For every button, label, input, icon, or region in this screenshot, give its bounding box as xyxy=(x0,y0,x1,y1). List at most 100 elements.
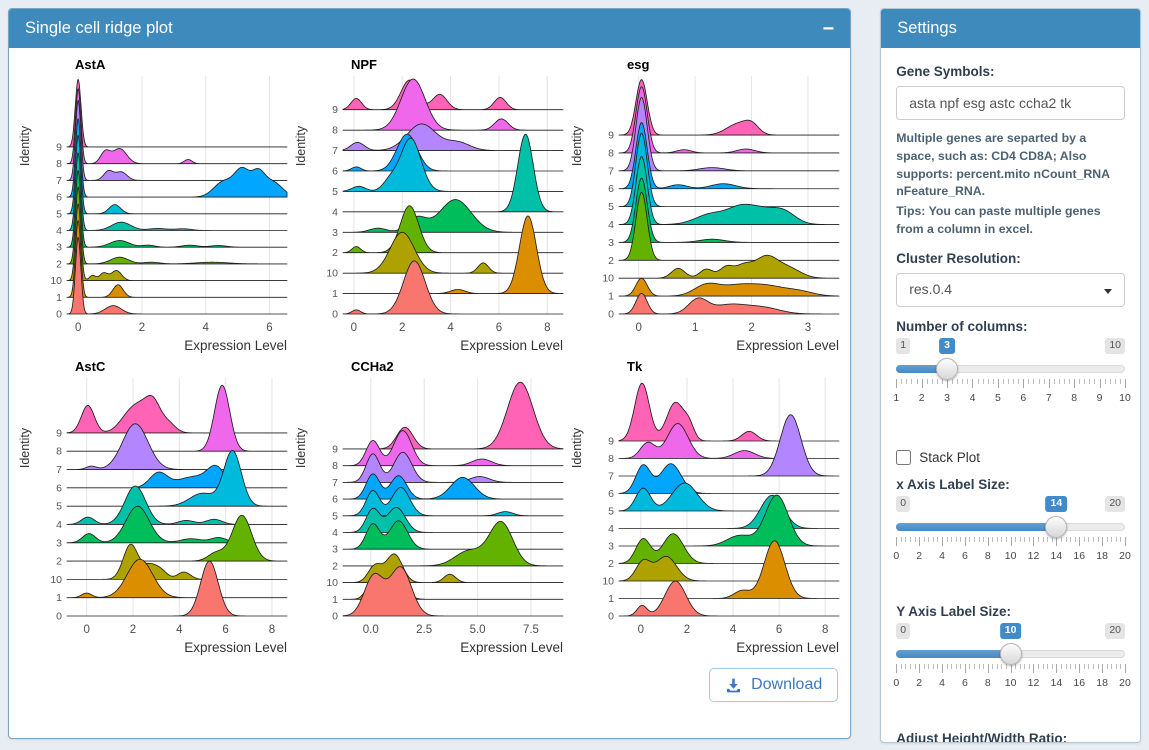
slider-minor-tick xyxy=(1042,536,1044,542)
svg-text:10: 10 xyxy=(602,576,614,588)
slider-minor-tick xyxy=(1083,663,1085,669)
slider-tick xyxy=(896,536,898,546)
svg-text:Identity: Identity xyxy=(18,125,32,166)
slider-tick-label: 12 xyxy=(1027,549,1040,562)
svg-text:4: 4 xyxy=(56,519,62,531)
svg-text:0: 0 xyxy=(638,624,644,636)
slider-minor-tick xyxy=(1060,663,1062,669)
cluster-resolution-label: Cluster Resolution: xyxy=(896,250,1021,266)
slider-minor-tick xyxy=(1106,536,1108,542)
svg-text:5: 5 xyxy=(332,186,338,198)
slider-min-badge: 0 xyxy=(896,495,911,512)
svg-text:10: 10 xyxy=(602,273,614,285)
svg-text:0: 0 xyxy=(636,322,642,334)
slider-minor-tick xyxy=(967,378,969,384)
slider-minor-tick xyxy=(905,663,907,669)
slider-minor-tick xyxy=(1047,536,1049,542)
slider-tick-label: 6 xyxy=(1020,391,1027,404)
slider-tick xyxy=(919,536,921,546)
slider-minor-tick xyxy=(951,536,953,542)
slider-minor-tick xyxy=(1115,536,1117,542)
slider-minor-tick xyxy=(977,378,979,384)
slider-minor-tick xyxy=(1042,663,1044,669)
slider-tick-label: 0 xyxy=(893,549,900,562)
svg-text:10: 10 xyxy=(50,275,62,287)
svg-text:3: 3 xyxy=(332,544,338,556)
svg-text:7.5: 7.5 xyxy=(523,624,539,636)
slider-minor-tick xyxy=(1092,536,1094,542)
slider-minor-tick xyxy=(911,378,913,384)
svg-text:9: 9 xyxy=(56,427,62,439)
slider-minor-tick xyxy=(916,378,918,384)
svg-text:6: 6 xyxy=(56,482,62,494)
svg-text:Expression Level: Expression Level xyxy=(736,640,839,655)
svg-text:7: 7 xyxy=(332,477,338,489)
slider-minor-tick xyxy=(909,663,911,669)
svg-text:Identity: Identity xyxy=(294,427,308,468)
slider-minor-tick xyxy=(1028,378,1030,384)
svg-text:3: 3 xyxy=(56,537,62,549)
slider-handle[interactable] xyxy=(999,642,1022,665)
svg-text:AstC: AstC xyxy=(75,359,106,374)
svg-text:4: 4 xyxy=(608,219,614,231)
svg-text:2: 2 xyxy=(332,247,338,259)
columns-slider[interactable]: 1 10 3 1 2 3 4 5 6 7 8 9 10 xyxy=(893,337,1131,434)
slider-minor-tick xyxy=(951,663,953,669)
slider-minor-tick xyxy=(1092,663,1094,669)
slider-minor-tick xyxy=(1038,378,1040,384)
slider-max-badge: 20 xyxy=(1105,622,1125,639)
slider-minor-tick xyxy=(1119,378,1121,384)
slider-tick-label: 10 xyxy=(1004,549,1017,562)
svg-text:9: 9 xyxy=(332,104,338,116)
svg-text:2: 2 xyxy=(399,322,405,334)
svg-text:0: 0 xyxy=(75,322,81,334)
slider-tick-label: 18 xyxy=(1096,549,1108,562)
svg-text:Expression Level: Expression Level xyxy=(184,640,287,655)
slider-minor-tick xyxy=(1084,378,1086,384)
slider-handle[interactable] xyxy=(1045,515,1068,538)
slider-minor-tick xyxy=(983,663,985,669)
cluster-resolution-select[interactable]: res.0.4 xyxy=(896,272,1125,307)
slider-grid: 0 2 4 6 8 10 12 14 16 18 20 xyxy=(893,660,1131,700)
ratio-slider-label: Adjust Height/Width Ratio: xyxy=(896,730,1068,743)
svg-text:Identity: Identity xyxy=(294,125,308,166)
svg-text:6: 6 xyxy=(332,494,338,506)
svg-text:7: 7 xyxy=(56,464,62,476)
slider-minor-tick xyxy=(1051,536,1053,542)
slider-minor-tick xyxy=(1038,536,1040,542)
ridge-plot-ccha2: 9 8 7 6 5 4 3 2 10 1 0 CCHa2 Identity 0.0 2.5 5.0 7.5 Exp… xyxy=(293,358,569,660)
slider-minor-tick xyxy=(992,378,994,384)
stack-plot-checkbox[interactable] xyxy=(896,449,912,465)
slider-minor-tick xyxy=(1053,378,1055,384)
slider-minor-tick xyxy=(1120,663,1122,669)
svg-text:AstA: AstA xyxy=(75,57,106,72)
svg-text:Identity: Identity xyxy=(570,125,584,166)
slider-minor-tick xyxy=(1015,536,1017,542)
slider-minor-tick xyxy=(937,536,939,542)
svg-text:5: 5 xyxy=(56,501,62,513)
slider-tick xyxy=(1056,663,1058,673)
slider-handle[interactable] xyxy=(936,357,959,380)
svg-text:2: 2 xyxy=(56,258,62,270)
slider-minor-tick xyxy=(978,663,980,669)
svg-text:Identity: Identity xyxy=(570,427,584,468)
svg-text:8: 8 xyxy=(332,125,338,137)
svg-text:8: 8 xyxy=(56,158,62,170)
y-axis-label-size-slider[interactable]: 0 20 10 0 2 4 6 8 10 12 14 16 18 20 xyxy=(893,622,1131,719)
slider-minor-tick xyxy=(982,378,984,384)
svg-text:6: 6 xyxy=(496,322,502,334)
chevron-down-icon xyxy=(1104,288,1112,294)
collapse-icon[interactable]: − xyxy=(822,17,835,40)
svg-text:5: 5 xyxy=(608,506,614,518)
slider-minor-tick xyxy=(1038,663,1040,669)
x-axis-label-size-slider[interactable]: 0 20 14 0 2 4 6 8 10 12 14 16 18 20 xyxy=(893,495,1131,592)
gene-symbols-input[interactable] xyxy=(896,86,1125,120)
slider-tick xyxy=(896,378,898,388)
download-button[interactable]: Download xyxy=(709,668,839,702)
slider-filled-track xyxy=(896,649,1011,658)
slider-minor-tick xyxy=(955,663,957,669)
slider-minor-tick xyxy=(926,378,928,384)
slider-tick xyxy=(947,378,949,388)
slider-minor-tick xyxy=(928,663,930,669)
